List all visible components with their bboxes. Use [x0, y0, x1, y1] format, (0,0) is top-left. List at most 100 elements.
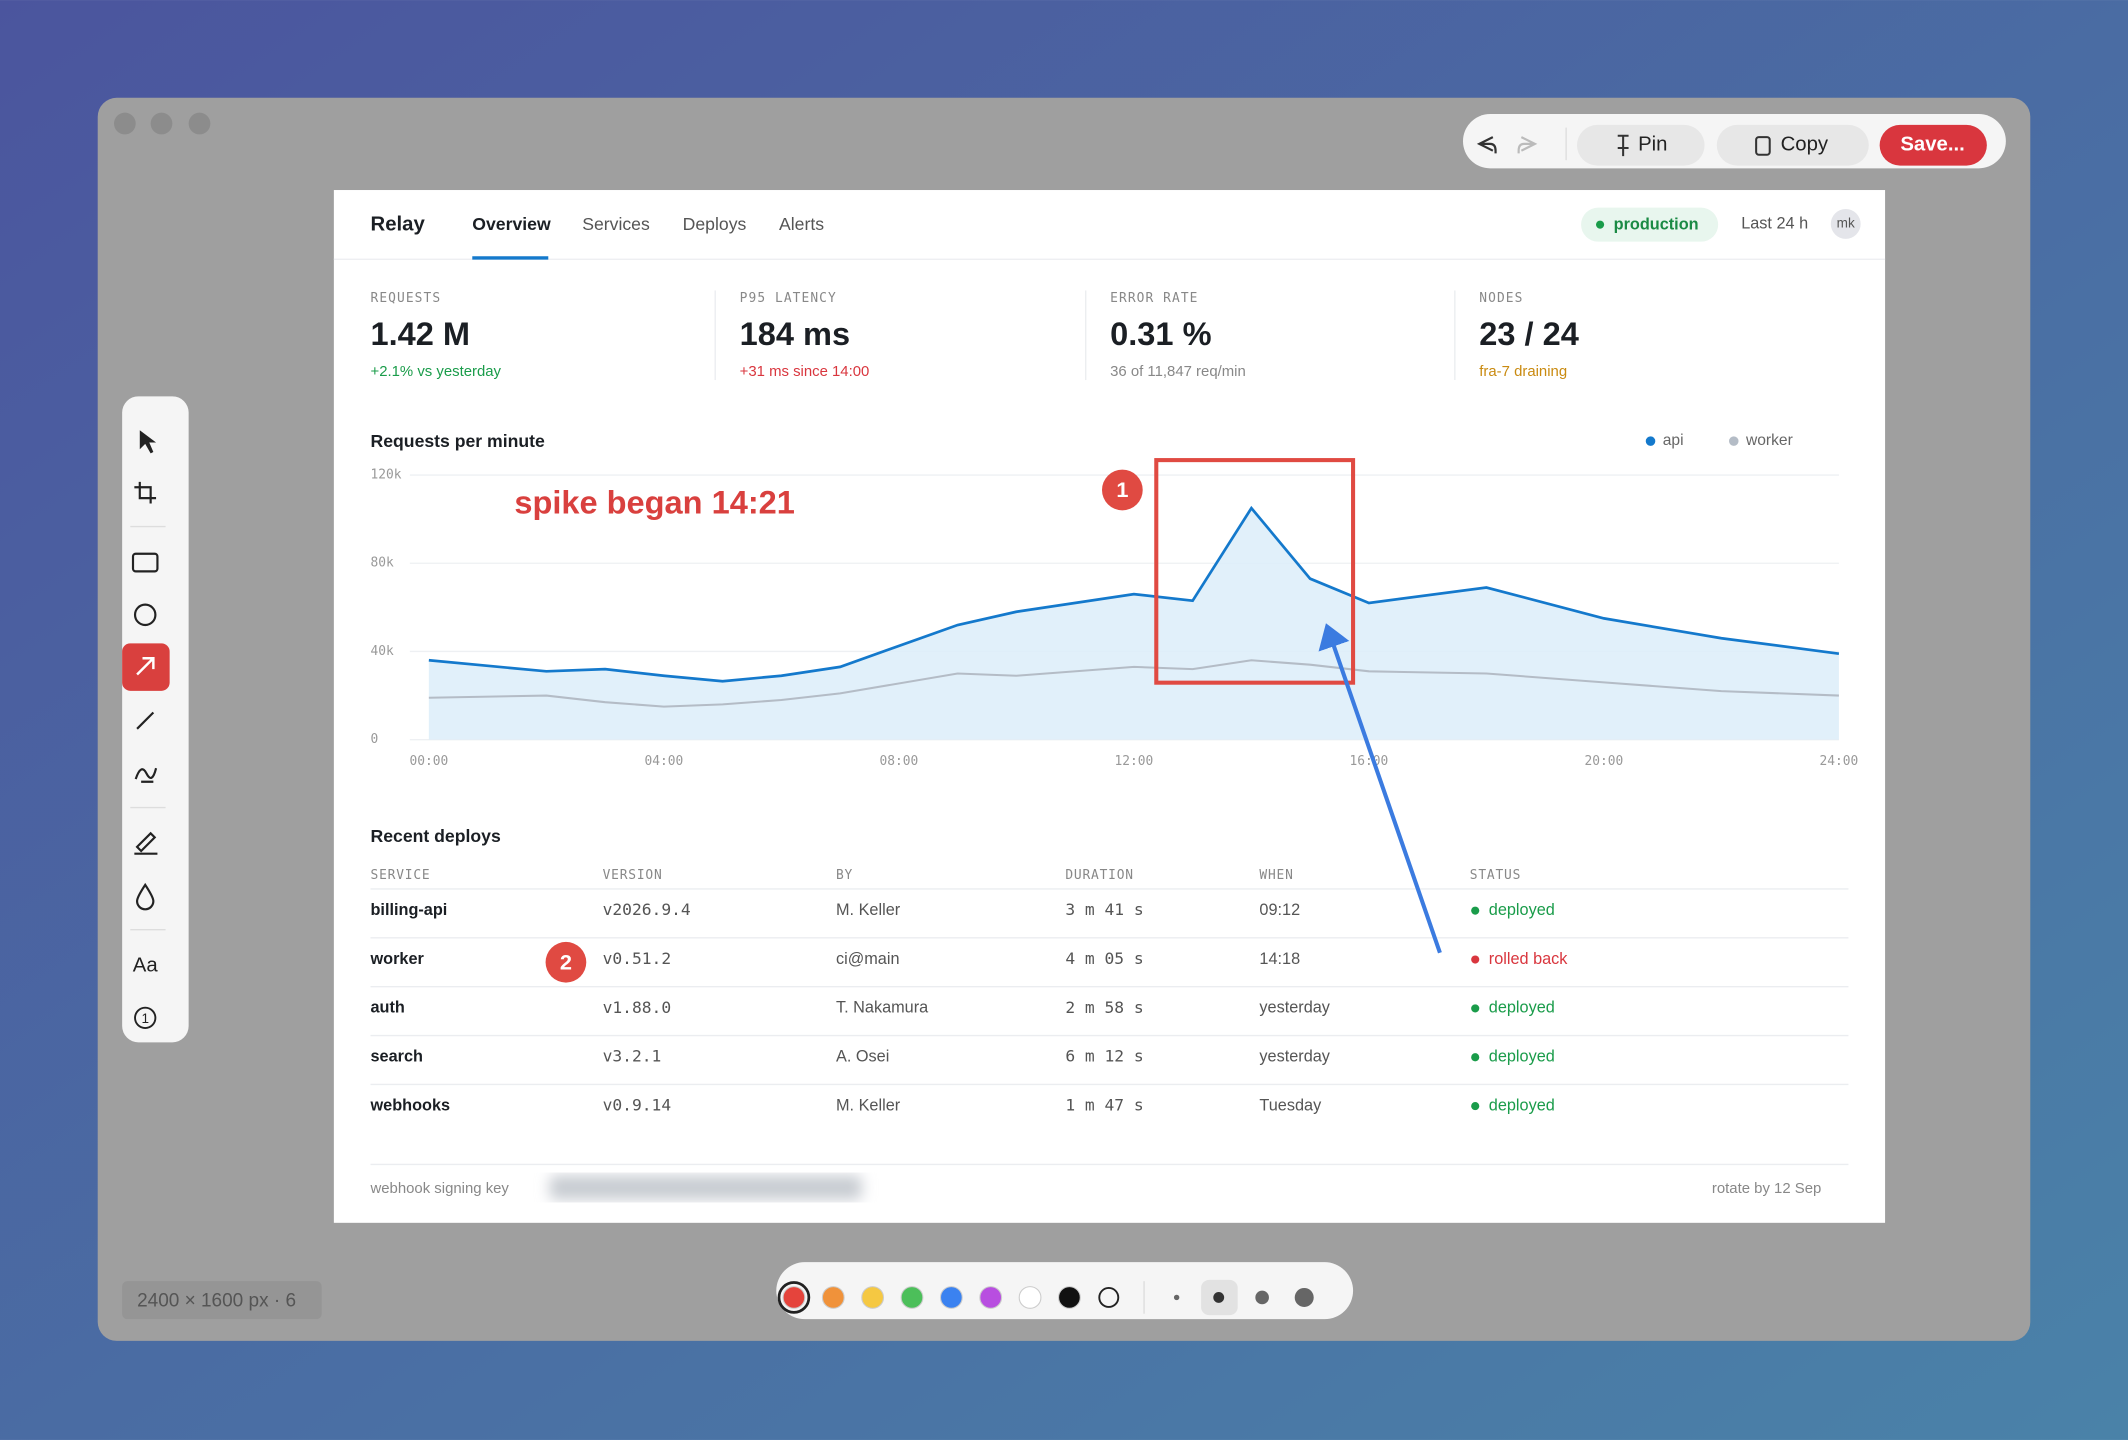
cell: 2 m 58 s — [1065, 998, 1143, 1017]
x-tick-label: 20:00 — [1585, 754, 1624, 769]
stat-value: 184 ms — [740, 316, 850, 352]
avatar[interactable] — [1830, 209, 1861, 239]
badge[interactable] — [1102, 469, 1143, 511]
custom-color[interactable] — [1098, 1287, 1120, 1308]
save-button[interactable] — [1879, 124, 1987, 166]
column-header: DURATION — [1065, 868, 1134, 883]
cell: 1 m 47 s — [1065, 1096, 1143, 1115]
cell: 14:18 — [1259, 950, 1300, 968]
column-header: WHEN — [1259, 868, 1293, 883]
stat-value: 1.42 M — [371, 316, 471, 352]
status-dot — [1471, 1053, 1480, 1062]
range[interactable]: Last 24 h — [1741, 214, 1808, 232]
cell: T. Nakamura — [836, 999, 929, 1017]
y-tick-label: 80k — [371, 556, 395, 571]
line — [428, 505, 1840, 683]
swatch[interactable] — [861, 1286, 885, 1309]
annotation-rect[interactable] — [1154, 458, 1356, 685]
tool-palette — [122, 396, 189, 1043]
size-l[interactable] — [1294, 1287, 1314, 1307]
pin-button[interactable] — [1577, 124, 1705, 166]
nav-item[interactable]: Alerts — [779, 214, 824, 234]
status-dot — [1471, 906, 1480, 915]
badge[interactable] — [545, 941, 587, 983]
crop-tool[interactable] — [134, 481, 157, 504]
cell: M. Keller — [836, 901, 901, 919]
copy-label: Copy — [1781, 134, 1829, 156]
status-dot — [1471, 1102, 1480, 1111]
status-dot — [1471, 955, 1480, 964]
cell: v3.2.1 — [603, 1047, 662, 1066]
size-m[interactable] — [1255, 1290, 1269, 1305]
swatch[interactable] — [900, 1286, 924, 1309]
x-tick-label: 00:00 — [409, 754, 448, 769]
close-button[interactable] — [114, 112, 136, 135]
swatch[interactable] — [1018, 1286, 1042, 1309]
x-tick-label: 12:00 — [1115, 754, 1154, 769]
swatch-selected-ring — [777, 1281, 811, 1314]
copy-button[interactable] — [1716, 124, 1869, 166]
footer-right: rotate by 12 Sep — [1712, 1180, 1821, 1197]
counter-tool-label: 1 — [141, 1011, 149, 1026]
cell: auth — [371, 999, 405, 1017]
stat-value: 0.31 % — [1110, 316, 1211, 352]
nav: Overview Services Deploys Alerts — [472, 214, 824, 234]
redacted-key — [549, 1175, 862, 1200]
cell: billing-api — [371, 901, 448, 919]
x-tick-label: 04:00 — [644, 754, 683, 769]
cell: webhooks — [370, 1096, 451, 1114]
swatch[interactable] — [782, 1286, 806, 1309]
ellipse-tool[interactable] — [133, 603, 157, 627]
blur-tool[interactable] — [135, 882, 155, 911]
size-s[interactable] — [1213, 1292, 1225, 1303]
cell: ci@main — [836, 950, 900, 968]
legend-dot — [1645, 436, 1656, 446]
swatch[interactable] — [939, 1286, 963, 1309]
x-tick-label: 08:00 — [879, 754, 918, 769]
size-xs[interactable] — [1173, 1294, 1180, 1301]
pen-tool[interactable] — [134, 767, 158, 783]
annotation-text[interactable]: spike began 14:21 — [514, 485, 795, 521]
footer-left: webhook signing key — [370, 1180, 510, 1197]
cell: 3 m 41 s — [1065, 900, 1143, 919]
copy-icon — [1755, 136, 1771, 156]
cell: M. Keller — [836, 1096, 901, 1114]
save-label: Save... — [1900, 134, 1964, 156]
badge-label: 2 — [560, 949, 572, 974]
cell: yesterday — [1259, 999, 1330, 1017]
brand: Relay — [371, 214, 426, 236]
swatch[interactable] — [979, 1286, 1003, 1309]
table-title: Recent deploys — [371, 826, 501, 846]
column-header: SERVICE — [371, 868, 431, 883]
zoom-button[interactable] — [188, 112, 211, 135]
select-tool[interactable] — [139, 430, 157, 454]
cell: worker — [370, 950, 425, 968]
cell: A. Osei — [836, 1048, 889, 1066]
badge-label: 1 — [1116, 477, 1128, 502]
redo-icon[interactable] — [1517, 136, 1538, 154]
chart: Requests per minute 0 40k 80k 120k 00:00 04:00… — [371, 431, 1859, 769]
line-tool[interactable] — [136, 711, 155, 730]
rectangle-tool[interactable] — [131, 552, 159, 573]
text-tool[interactable]: Aa — [133, 955, 159, 977]
nav-item[interactable]: Overview — [472, 214, 551, 234]
swatch[interactable] — [821, 1286, 845, 1309]
cell: 6 m 12 s — [1065, 1047, 1143, 1066]
minimize-button[interactable] — [150, 112, 173, 135]
stat-note: +31 ms since 14:00 — [740, 363, 870, 380]
x-tick-label: 16:00 — [1350, 754, 1389, 769]
env-label: production — [1614, 216, 1699, 234]
env-dot — [1596, 220, 1605, 229]
env-pill[interactable] — [1581, 207, 1719, 242]
annotation-arrow[interactable] — [1318, 623, 1442, 954]
nav-item[interactable]: Services — [582, 214, 650, 234]
swatch[interactable] — [1058, 1286, 1081, 1309]
cell: Tuesday — [1259, 1096, 1322, 1114]
status: deployed — [1489, 1048, 1555, 1066]
cell: yesterday — [1259, 1048, 1330, 1066]
counter-tool[interactable] — [134, 1006, 157, 1030]
highlighter-tool[interactable] — [134, 831, 158, 855]
deploys-table: Recent deploys SERVICE VERSION BY DURATION WH… — [370, 826, 1849, 1115]
undo-icon[interactable] — [1476, 136, 1497, 154]
nav-item[interactable]: Deploys — [683, 214, 747, 234]
